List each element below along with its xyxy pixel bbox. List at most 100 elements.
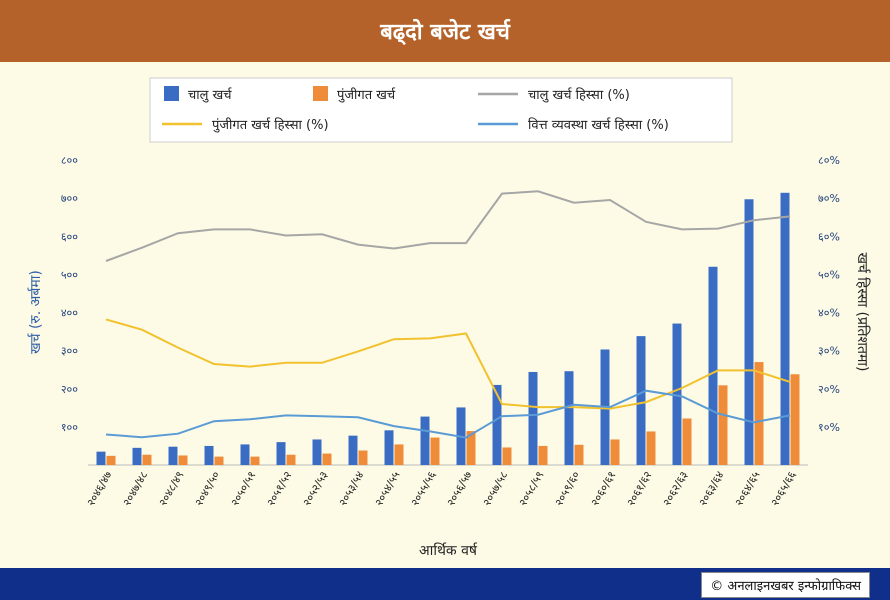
bar-capital-expenditure	[646, 431, 656, 465]
legend-label-capital: पुंजीगत खर्च	[337, 87, 396, 103]
credit-text: अनलाइनखबर इन्फोग्राफिक्स	[727, 579, 861, 594]
copyright-icon: ©	[710, 579, 724, 594]
x-axis-ticks: २०४६/४७ २०४७/४८ २०४८/४९ २०४९/५० २०५०/५१ २०५१/…	[84, 469, 798, 509]
right-axis-ticks: १०% २०% ३०% ४०% ५०% ६०% ७०% ८०%	[818, 154, 840, 434]
bar-capital-expenditure	[754, 362, 764, 465]
bar-current-expenditure	[564, 371, 574, 465]
chart-legend: चालु खर्च पुंजीगत खर्च चालु खर्च हिस्सा …	[149, 77, 733, 143]
bar-capital-expenditure	[394, 444, 404, 465]
x-tick-label: २०६२/६३	[660, 469, 690, 508]
page-title: बढ्दो बजेट खर्च	[380, 20, 510, 45]
bar-current-expenditure	[672, 323, 682, 465]
x-tick-label: २०५०/५१	[228, 469, 258, 508]
bar-current-expenditure	[780, 192, 790, 465]
left-axis-ticks: १०० २०० ३०० ४०० ५०० ६०० ७०० ८००	[61, 154, 78, 434]
bar-current-expenditure	[348, 435, 358, 465]
y-tick-label: २००	[61, 383, 78, 396]
bar-current-expenditure	[240, 444, 250, 465]
y2-tick-label: ५०%	[818, 268, 840, 281]
x-tick-label: २०६०/६१	[588, 469, 618, 508]
bar-current-expenditure	[96, 451, 106, 465]
legend-label-finance-share: वित्त व्यवस्था खर्च हिस्सा (%)	[528, 117, 669, 133]
line-finance-share	[105, 389, 791, 439]
legend-label-current: चालु खर्च	[188, 87, 232, 103]
bar-current-expenditure	[276, 442, 286, 465]
bar-capital-expenditure	[538, 445, 548, 465]
x-tick-label: २०५६/५७	[444, 469, 474, 509]
line-capital-share	[105, 318, 791, 410]
bar-capital-expenditure	[178, 455, 188, 465]
y-tick-label: ३००	[61, 345, 78, 358]
y-tick-label: १००	[61, 421, 78, 434]
bar-current-expenditure	[492, 384, 502, 465]
y2-tick-label: ७०%	[818, 192, 840, 205]
bar-current-expenditure	[384, 430, 394, 465]
bar-current-expenditure	[312, 439, 322, 465]
x-tick-label: २०४९/५०	[192, 469, 222, 509]
y2-tick-label: ६०%	[818, 230, 840, 243]
x-tick-label: २०५९/६०	[552, 469, 582, 509]
budget-chart: चालु खर्च पुंजीगत खर्च चालु खर्च हिस्सा …	[27, 77, 871, 559]
x-tick-label: २०६३/६४	[696, 469, 726, 509]
bar-capital-expenditure	[502, 447, 512, 465]
bar-capital-expenditure	[250, 456, 260, 465]
legend-swatch-current	[164, 86, 179, 101]
x-axis-label: आर्थिक वर्ष	[419, 542, 478, 559]
y2-tick-label: ८०%	[818, 154, 840, 167]
bar-capital-expenditure	[682, 418, 692, 465]
y2-tick-label: २०%	[818, 383, 840, 396]
bar-capital-expenditure	[358, 450, 368, 465]
bar-capital-expenditure	[718, 385, 728, 465]
y2-tick-label: ४०%	[818, 307, 840, 320]
x-tick-label: २०६४/६५	[732, 469, 762, 509]
bar-capital-expenditure	[466, 431, 476, 465]
x-tick-label: २०४७/४८	[120, 469, 150, 509]
bar-capital-expenditure	[610, 439, 620, 465]
footer-bar: © अनलाइनखबर इन्फोग्राफिक्स	[0, 568, 890, 600]
x-tick-label: २०५८/५९	[516, 469, 546, 508]
bar-current-expenditure	[744, 199, 754, 466]
x-tick-label: २०४६/४७	[84, 469, 114, 509]
y-tick-label: ६००	[61, 230, 78, 243]
bar-current-expenditure	[528, 371, 538, 465]
bar-current-expenditure	[420, 416, 430, 465]
credit-badge: © अनलाइनखबर इन्फोग्राफिक्स	[701, 572, 870, 598]
x-tick-label: २०५२/५३	[300, 469, 330, 508]
bar-capital-expenditure	[322, 453, 332, 465]
bar-current-expenditure	[636, 336, 646, 465]
x-tick-label: २०५१/५२	[264, 469, 294, 508]
line-series	[105, 190, 791, 439]
y-tick-label: ५००	[61, 268, 78, 281]
x-tick-label: २०४८/४९	[156, 469, 186, 508]
y-axis-label: खर्च (रु. अर्बमा)	[27, 270, 44, 354]
bar-capital-expenditure	[790, 374, 800, 465]
title-bar: बढ्दो बजेट खर्च	[0, 0, 890, 62]
x-tick-label: २०५३/५४	[336, 469, 366, 509]
bar-capital-expenditure	[286, 454, 296, 465]
bar-current-expenditure	[204, 445, 214, 465]
legend-swatch-capital	[313, 86, 328, 101]
y2-tick-label: १०%	[818, 421, 840, 434]
x-tick-label: २०५४/५५	[372, 469, 402, 509]
bar-capital-expenditure	[430, 437, 440, 465]
bar-capital-expenditure	[106, 455, 116, 465]
x-tick-label: २०५७/५८	[480, 469, 510, 509]
y-tick-label: ७००	[61, 192, 78, 205]
y-tick-label: ४००	[61, 307, 78, 320]
legend-label-current-share: चालु खर्च हिस्सा (%)	[528, 87, 630, 103]
x-tick-label: २०५५/५६	[408, 469, 438, 509]
bar-current-expenditure	[132, 447, 142, 465]
bar-capital-expenditure	[214, 456, 224, 465]
y-tick-label: ८००	[61, 154, 78, 167]
legend-label-capital-share: पुंजीगत खर्च हिस्सा (%)	[212, 117, 329, 133]
legend-box	[149, 77, 733, 143]
bar-current-expenditure	[168, 446, 178, 465]
y2-tick-label: ३०%	[818, 345, 840, 358]
x-tick-label: २०६१/६२	[624, 469, 654, 508]
bar-capital-expenditure	[574, 444, 584, 465]
bar-current-expenditure	[708, 266, 718, 465]
bar-series	[96, 192, 800, 466]
x-tick-label: २०६५/६६	[768, 469, 798, 509]
line-current-share	[105, 190, 791, 262]
bar-capital-expenditure	[142, 454, 152, 465]
